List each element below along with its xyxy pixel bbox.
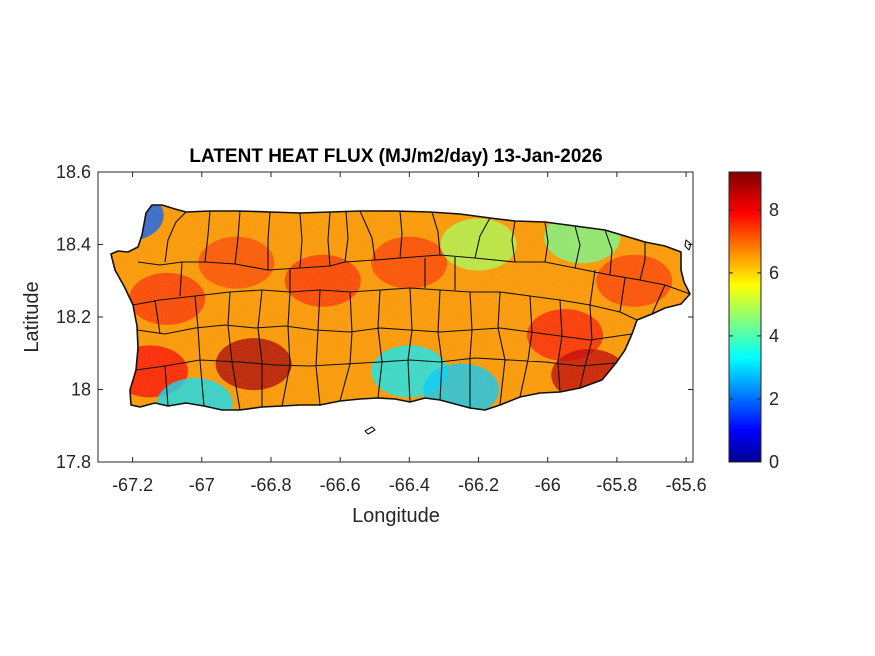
boundary-lines [132,210,691,411]
y-tick-label: 18.4 [56,235,91,255]
colorbar [728,171,762,463]
y-tick-label: 18.6 [56,162,91,182]
offshore-island [364,426,376,435]
colorbar-tick-label: 4 [769,326,779,346]
colorbar-tick-label: 2 [769,389,779,409]
x-axis-label: Longitude [352,505,440,527]
x-tick-label: -66 [535,475,561,495]
x-tick-label: -65.6 [666,475,707,495]
chart-title: LATENT HEAT FLUX (MJ/m2/day) 13-Jan-2026 [189,146,602,167]
y-tick-label: 18 [71,380,91,400]
colorbar-tick-label: 0 [769,452,779,472]
x-tick-label: -66.6 [320,475,361,495]
y-tick-label: 17.8 [56,452,91,472]
offshore-island [684,239,692,251]
y-axis: 17.8 18 18.2 18.4 18.6 [56,162,693,472]
x-tick-label: -66.8 [250,475,291,495]
x-tick-label: -66.4 [389,475,430,495]
colorbar-tick-label: 6 [769,263,779,283]
x-tick-label: -67.2 [112,475,153,495]
x-tick-label: -66.2 [458,475,499,495]
x-tick-label: -65.8 [596,475,637,495]
colorbar-ticks: 0 2 4 6 8 [729,200,779,472]
municipality-boundaries [110,204,692,435]
island-outline [110,204,691,411]
x-tick-label: -67 [189,475,215,495]
y-axis-label: Latitude [21,281,43,352]
y-tick-label: 18.2 [56,307,91,327]
x-axis: -67.2 -67 -66.8 -66.6 -66.4 -66.2 -66 -65.8 -65.… [112,172,707,495]
colorbar-tick-label: 8 [769,200,779,220]
